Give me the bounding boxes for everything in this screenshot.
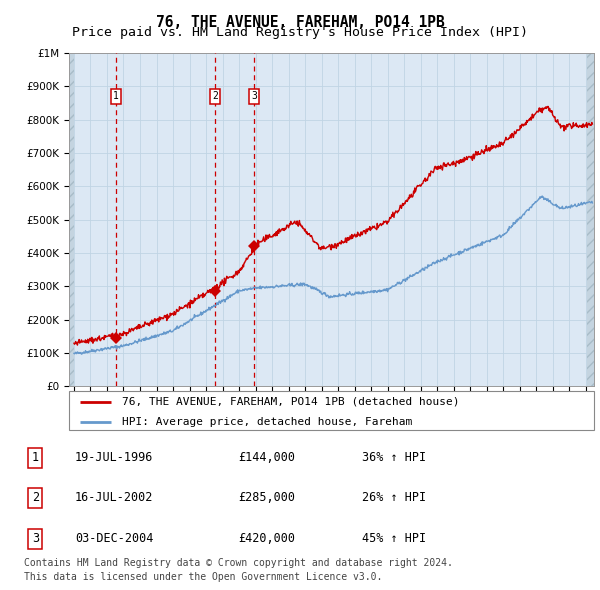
Text: 19-JUL-1996: 19-JUL-1996 (75, 451, 153, 464)
Text: 76, THE AVENUE, FAREHAM, PO14 1PB: 76, THE AVENUE, FAREHAM, PO14 1PB (155, 15, 445, 30)
Text: This data is licensed under the Open Government Licence v3.0.: This data is licensed under the Open Gov… (24, 572, 382, 582)
Text: 26% ↑ HPI: 26% ↑ HPI (362, 491, 427, 504)
Text: Price paid vs. HM Land Registry's House Price Index (HPI): Price paid vs. HM Land Registry's House … (72, 26, 528, 39)
Bar (69, 53, 74, 386)
Text: 3: 3 (32, 532, 39, 545)
Text: 1: 1 (113, 91, 119, 101)
Text: 2: 2 (212, 91, 218, 101)
Text: £420,000: £420,000 (238, 532, 295, 545)
Text: 3: 3 (251, 91, 257, 101)
Bar (587, 53, 596, 386)
Text: 36% ↑ HPI: 36% ↑ HPI (362, 451, 427, 464)
Text: 76, THE AVENUE, FAREHAM, PO14 1PB (detached house): 76, THE AVENUE, FAREHAM, PO14 1PB (detac… (121, 396, 459, 407)
Text: 2: 2 (32, 491, 39, 504)
Text: Contains HM Land Registry data © Crown copyright and database right 2024.: Contains HM Land Registry data © Crown c… (24, 558, 453, 568)
FancyBboxPatch shape (69, 391, 594, 430)
Text: HPI: Average price, detached house, Fareham: HPI: Average price, detached house, Fare… (121, 417, 412, 427)
Text: £144,000: £144,000 (238, 451, 295, 464)
Text: 1: 1 (32, 451, 39, 464)
Text: 45% ↑ HPI: 45% ↑ HPI (362, 532, 427, 545)
Text: 16-JUL-2002: 16-JUL-2002 (75, 491, 153, 504)
Text: £285,000: £285,000 (238, 491, 295, 504)
Text: 03-DEC-2004: 03-DEC-2004 (75, 532, 153, 545)
